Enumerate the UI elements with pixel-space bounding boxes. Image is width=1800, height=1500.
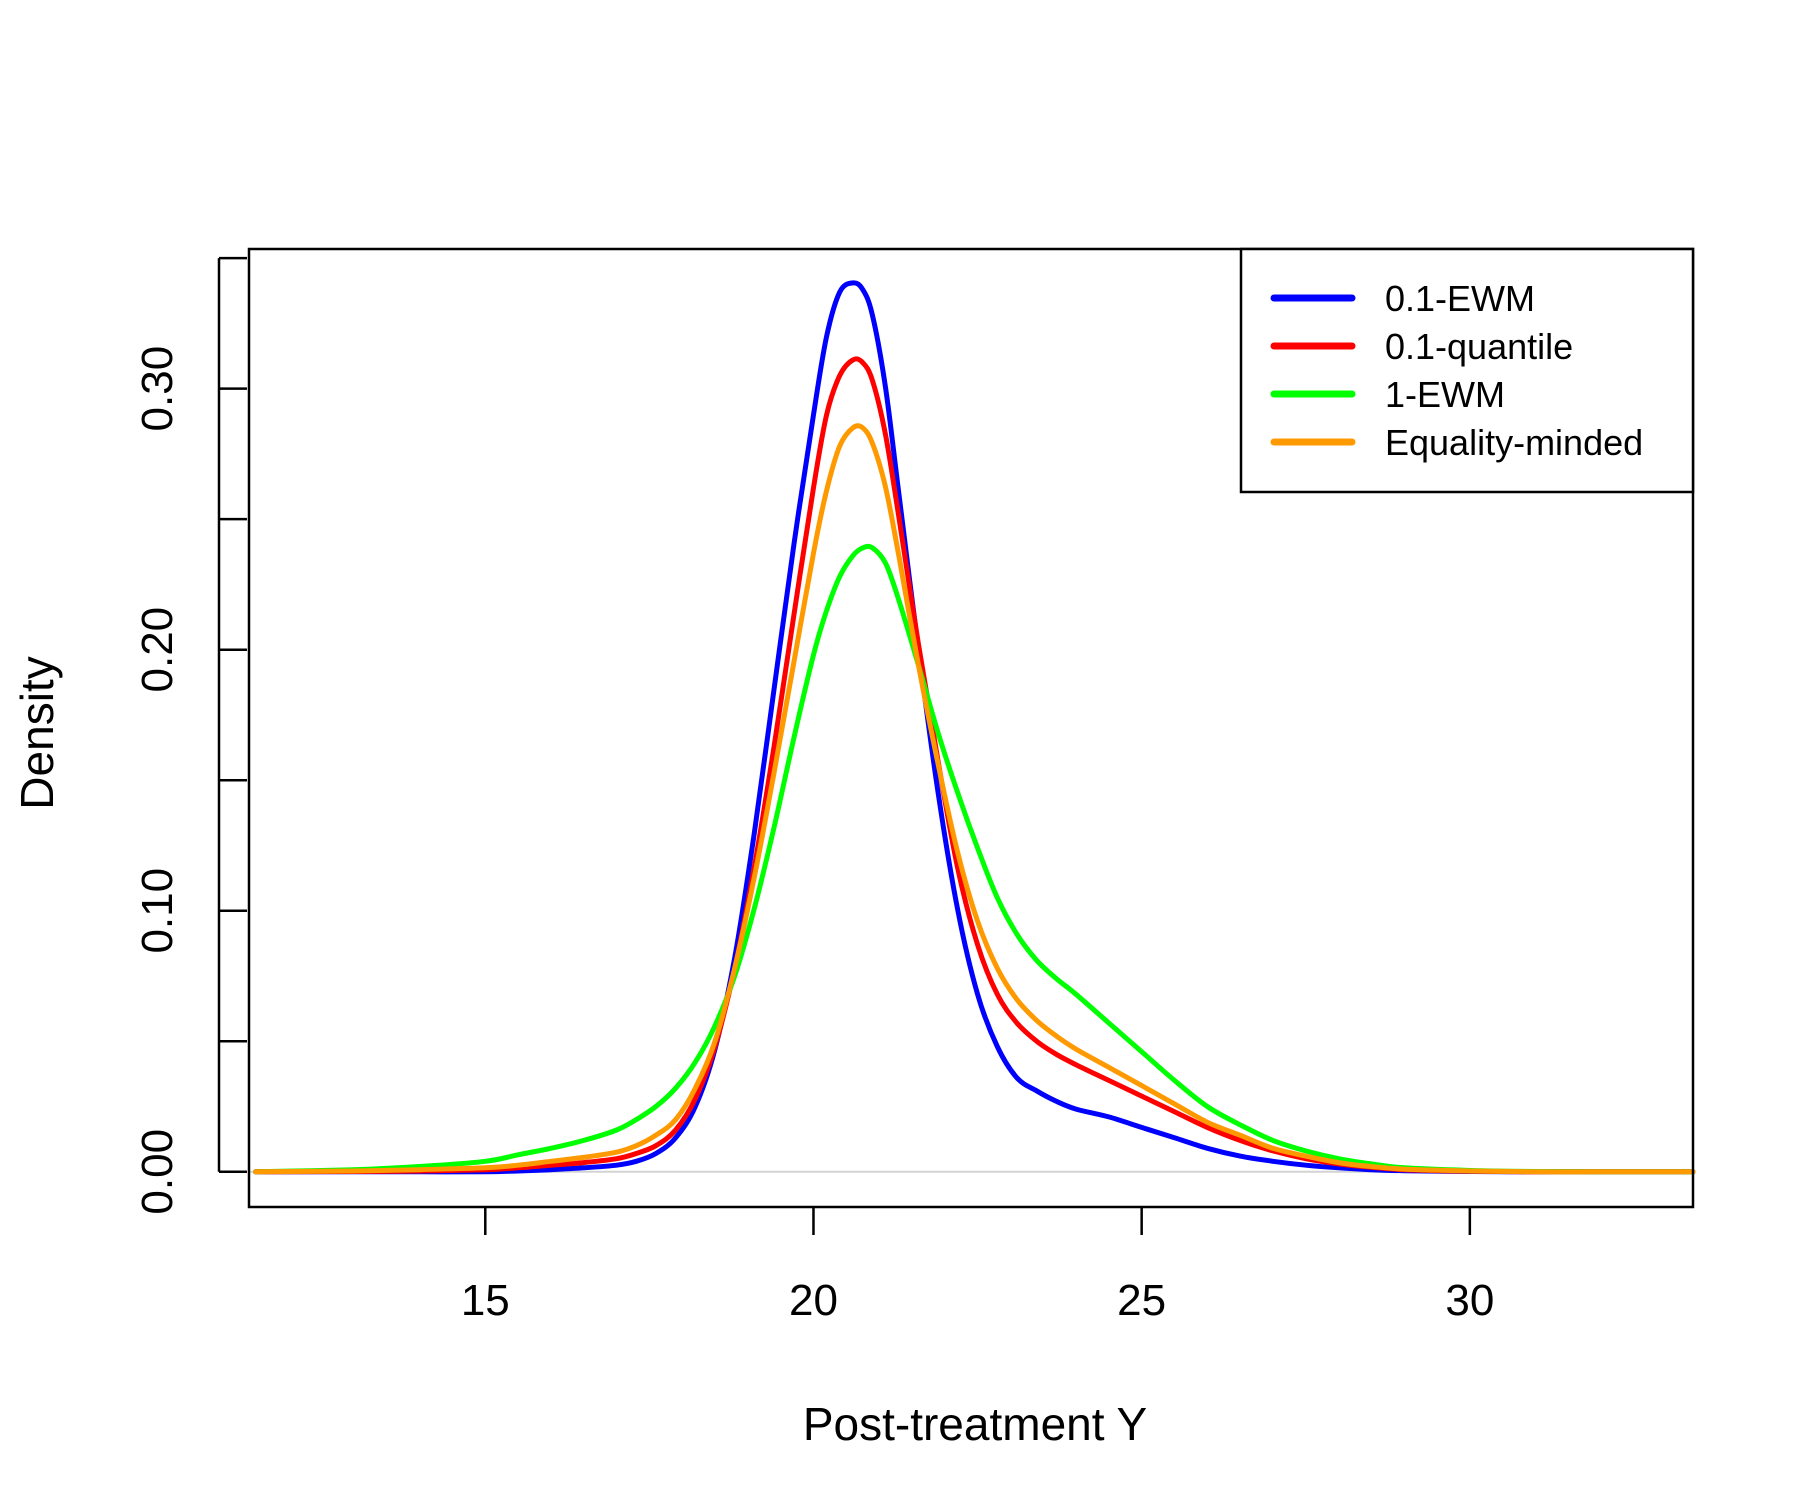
x-axis-label: Post-treatment Y <box>803 1398 1147 1450</box>
plot-frame <box>247 247 1695 1209</box>
series-line-0-1-ewm <box>253 280 1696 1175</box>
series-line-equality-minded <box>253 423 1696 1175</box>
legend-box <box>1239 247 1695 494</box>
x-tick-label: 20 <box>789 1276 838 1325</box>
legend-label-equality-minded: Equality-minded <box>1385 422 1643 463</box>
y-tick-label: 0.30 <box>133 346 182 432</box>
series-layer <box>253 280 1696 1175</box>
y-axis-label: Density <box>11 656 63 809</box>
legend-label-0-1-quantile: 0.1-quantile <box>1385 326 1573 367</box>
x-tick-label: 15 <box>461 1276 510 1325</box>
x-tick-label: 25 <box>1117 1276 1166 1325</box>
series-line-1-ewm <box>253 543 1696 1175</box>
legend: 0.1-EWM 0.1-quantile 1-EWM Equality-minded <box>1239 247 1695 494</box>
x-axis: 15 20 25 30 <box>461 1207 1494 1325</box>
legend-label-1-ewm: 1-EWM <box>1385 374 1505 415</box>
y-tick-label: 0.20 <box>133 607 182 693</box>
y-tick-label: 0.10 <box>133 868 182 954</box>
y-tick-label: 0.00 <box>133 1129 182 1215</box>
y-axis: 0.00 0.10 0.20 0.30 <box>133 256 247 1215</box>
legend-label-0-1-ewm: 0.1-EWM <box>1385 278 1535 319</box>
x-tick-label: 30 <box>1445 1276 1494 1325</box>
